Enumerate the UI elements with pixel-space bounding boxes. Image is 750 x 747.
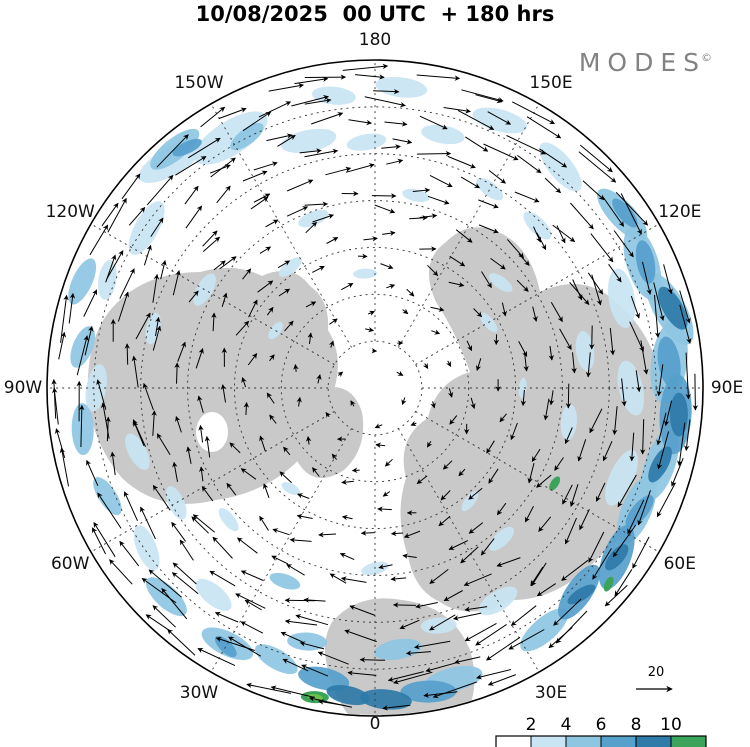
graticule-layer xyxy=(48,61,702,715)
colorbar-tick-label: 4 xyxy=(561,715,572,735)
map-outline xyxy=(46,59,704,717)
longitude-labels: 180 150E 120E 90E 60E 30E 0 30W 60W 90W 120W 150W xyxy=(4,30,743,734)
colorbar-tick-label: 2 xyxy=(526,715,537,735)
hudson-bay xyxy=(196,412,228,452)
page-title: 10/08/2025 00 UTC + 180 hrs xyxy=(195,2,555,26)
colorbar: 2 4 6 8 10 xyxy=(495,715,707,747)
longitude-label: 60E xyxy=(664,554,696,574)
longitude-label: 90W xyxy=(4,378,43,398)
colorbar-tick-label: 10 xyxy=(660,715,682,735)
map-layers xyxy=(48,61,702,715)
shading-layer xyxy=(68,76,694,710)
longitude-label: 120E xyxy=(658,202,701,222)
colorbar-tick-label: 6 xyxy=(596,715,607,735)
modes-logo: MODES© xyxy=(579,48,712,77)
colorbar-tick-label: 8 xyxy=(631,715,642,735)
longitude-label: 90E xyxy=(711,378,743,398)
longitude-label: 150E xyxy=(529,73,572,93)
reference-arrow-label: 20 xyxy=(647,665,665,680)
longitude-label: 30W xyxy=(180,683,219,703)
longitude-label: 0 xyxy=(370,714,381,734)
brand-name: MODES xyxy=(578,48,706,77)
longitude-label: 60W xyxy=(51,554,90,574)
longitude-label: 120W xyxy=(46,202,95,222)
longitude-label: 180 xyxy=(359,30,391,50)
longitude-label: 30E xyxy=(535,683,567,703)
wind-arrows-layer xyxy=(51,63,699,711)
land-layer xyxy=(87,227,673,715)
longitude-label: 150W xyxy=(174,73,223,93)
copyright-mark: © xyxy=(701,51,712,64)
